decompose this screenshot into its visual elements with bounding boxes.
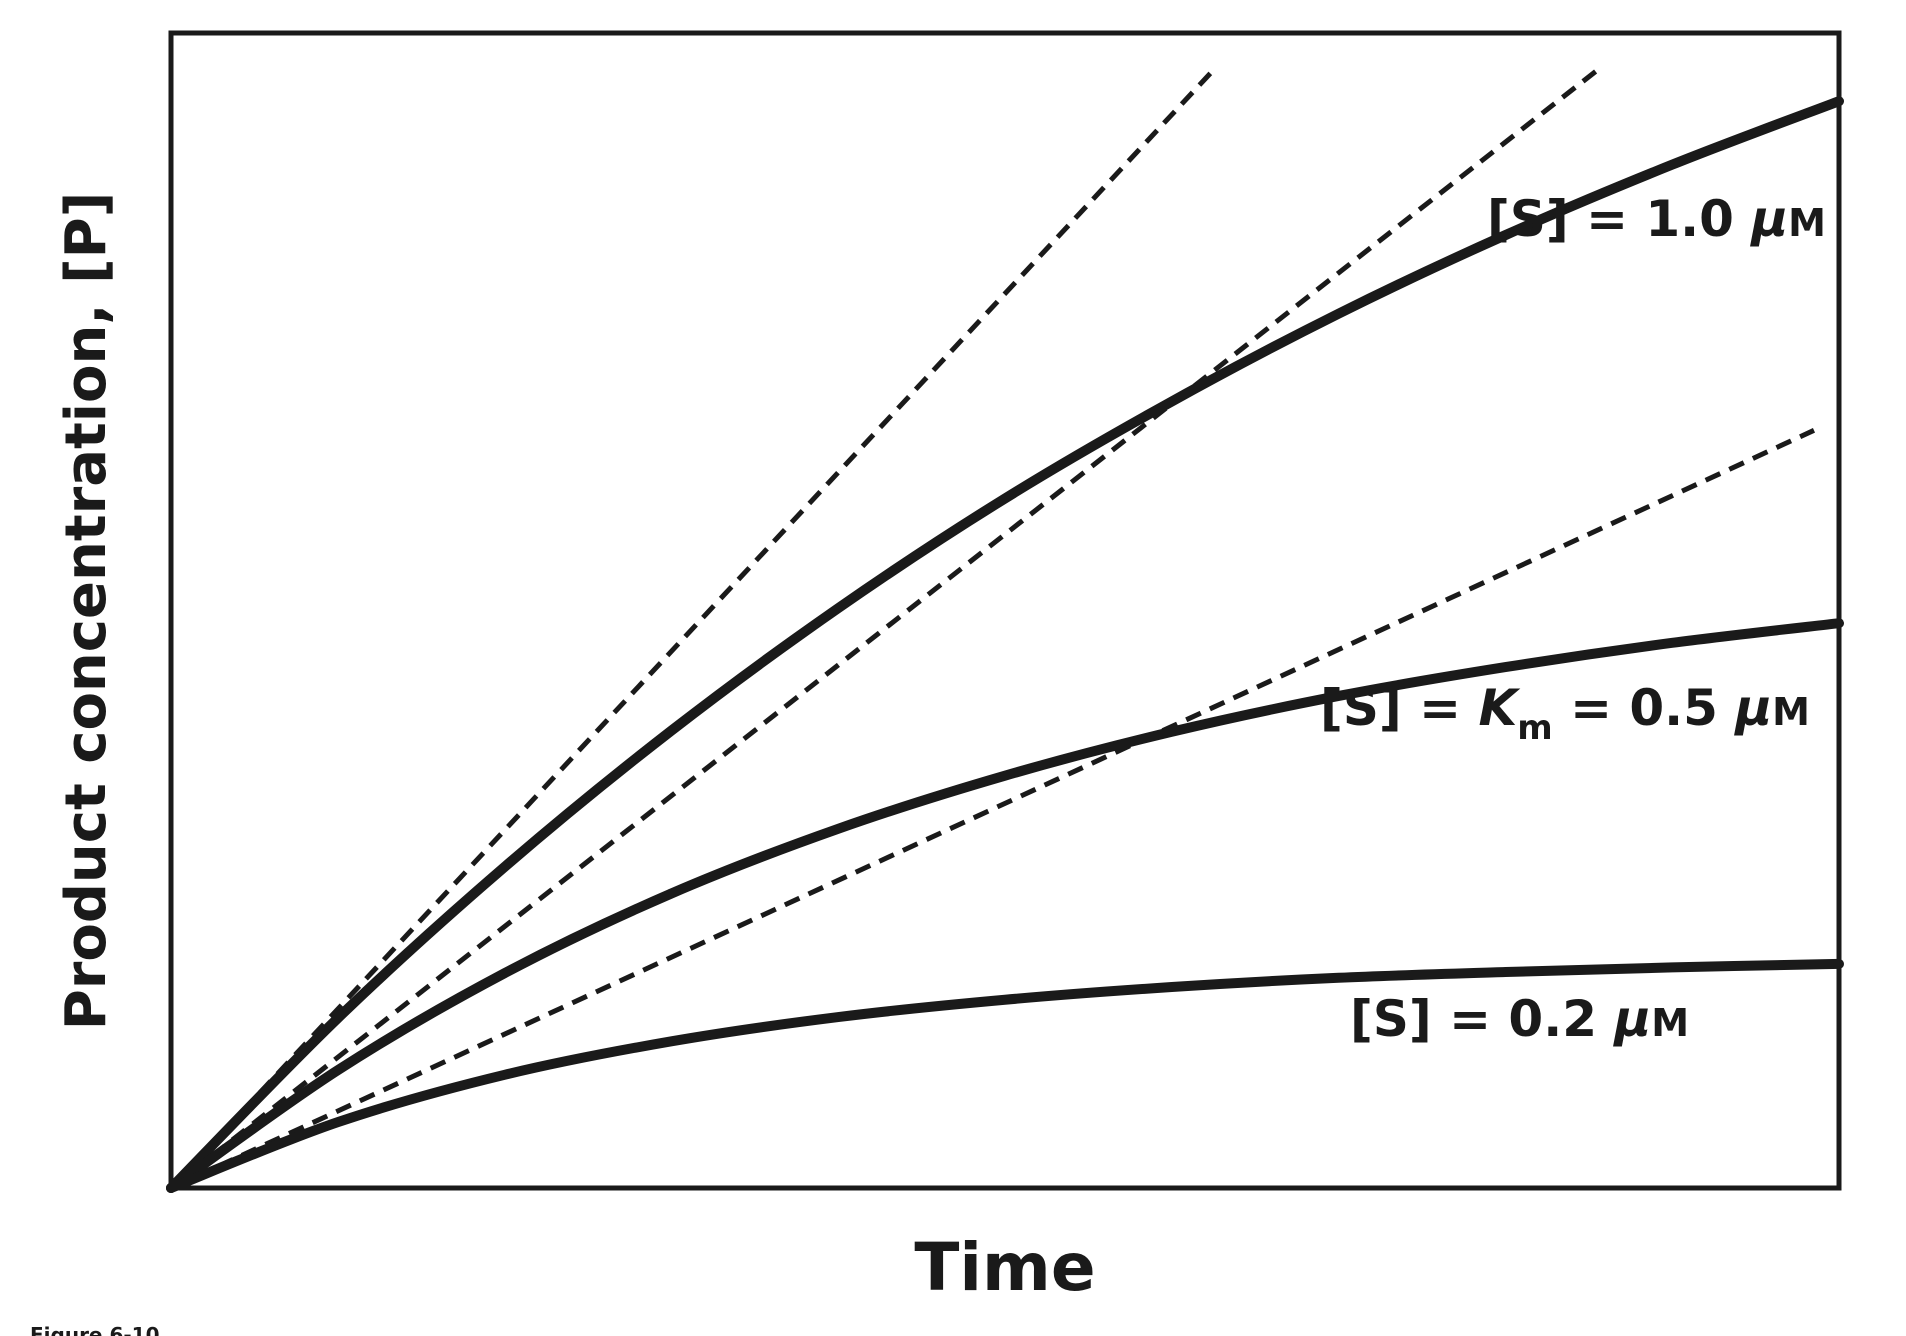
series-label-3: [S] = 0.2 μM [1350, 990, 1689, 1048]
tangent-line-1 [169, 68, 1216, 1190]
curve-series-3 [166, 958, 1844, 1193]
series-label-1: [S] = 1.0 μM [1487, 190, 1826, 248]
curves [166, 96, 1844, 1193]
curve-series-1 [166, 96, 1844, 1193]
y-axis-label: Product concentration, [P] [54, 192, 119, 1031]
plot-frame [168, 30, 1842, 1191]
tangent-line-2 [169, 65, 1603, 1190]
series-label-2: [S] = Km = 0.5 μM [1320, 679, 1810, 748]
curve-series-2 [166, 618, 1844, 1193]
tangent-lines [169, 65, 1816, 1191]
x-axis-label: Time [914, 1229, 1095, 1306]
tangent-line-3 [169, 428, 1816, 1191]
figure-caption: Figure 6-10 [30, 1323, 160, 1336]
